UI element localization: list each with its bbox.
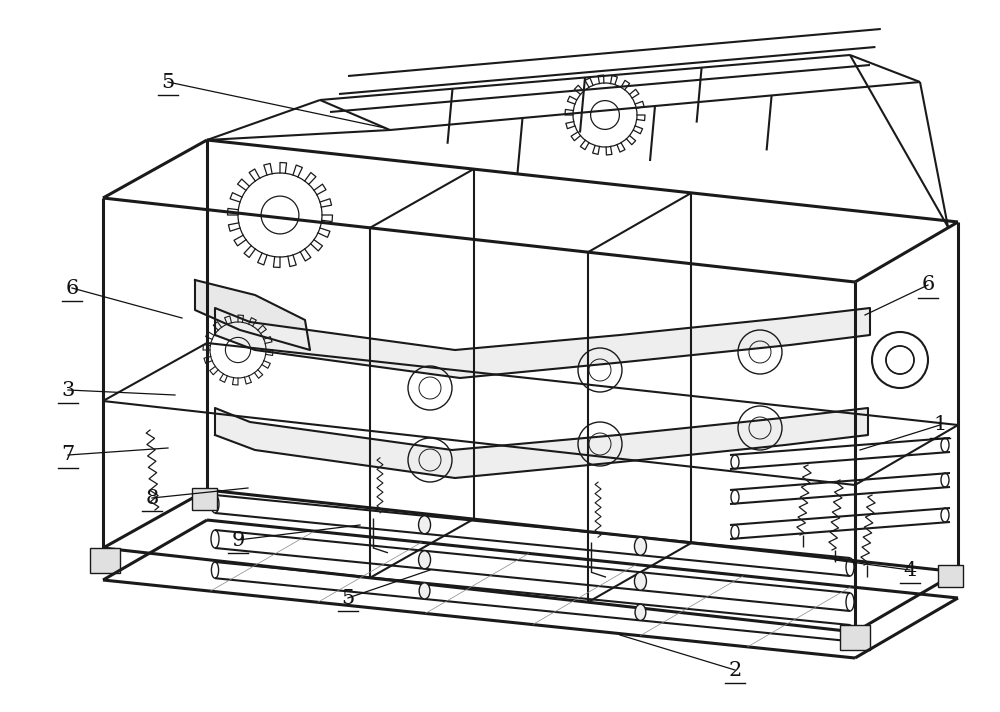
Text: 1: 1 xyxy=(933,416,947,434)
Text: 5: 5 xyxy=(341,589,355,607)
Polygon shape xyxy=(215,308,870,378)
Text: 5: 5 xyxy=(161,73,175,92)
Text: 6: 6 xyxy=(921,276,935,295)
Bar xyxy=(938,565,963,587)
Bar xyxy=(90,548,120,573)
Ellipse shape xyxy=(419,515,431,534)
Text: 4: 4 xyxy=(903,560,917,580)
Polygon shape xyxy=(215,408,868,478)
Ellipse shape xyxy=(419,583,430,599)
Ellipse shape xyxy=(635,604,646,620)
Ellipse shape xyxy=(634,572,646,590)
Polygon shape xyxy=(195,280,310,350)
Text: 9: 9 xyxy=(231,530,245,550)
Text: 2: 2 xyxy=(728,661,742,679)
Bar xyxy=(840,625,870,650)
Ellipse shape xyxy=(419,551,431,569)
Bar xyxy=(192,488,217,510)
Text: 6: 6 xyxy=(65,278,79,298)
Text: 3: 3 xyxy=(61,380,75,399)
Ellipse shape xyxy=(634,538,646,555)
Text: 8: 8 xyxy=(145,488,159,508)
Text: 7: 7 xyxy=(61,446,75,464)
